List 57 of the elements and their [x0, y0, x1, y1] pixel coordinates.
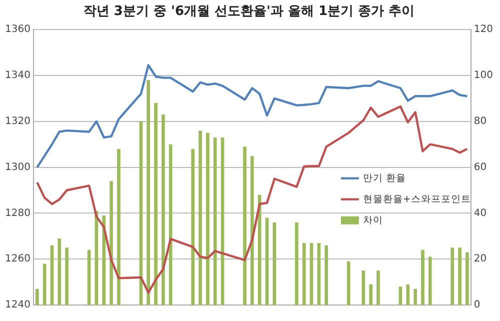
- y2-tick-label: 0: [474, 300, 480, 311]
- bar: [35, 288, 39, 305]
- bar: [272, 222, 276, 305]
- bar: [58, 238, 62, 305]
- bar: [310, 243, 314, 305]
- bar: [295, 222, 298, 305]
- bar: [414, 288, 417, 305]
- bar: [450, 248, 454, 305]
- bar: [398, 286, 402, 305]
- y-tick-label: 1340: [4, 70, 30, 82]
- bar: [206, 132, 210, 305]
- chart-title: 작년 3분기 중 '6개월 선도환율'과 올해 1분기 종가 추이: [83, 4, 415, 20]
- bar: [317, 243, 321, 305]
- y2-tick-label: 80: [474, 116, 487, 127]
- bar: [50, 245, 54, 305]
- bar: [250, 156, 254, 305]
- legend-label: 차이: [362, 214, 383, 226]
- bar: [466, 252, 469, 305]
- bar: [428, 256, 432, 305]
- y2-tick-label: 60: [474, 162, 487, 173]
- y2-tick-label: 120: [474, 24, 494, 36]
- bar: [154, 103, 158, 305]
- bar: [458, 248, 462, 305]
- bar: [213, 137, 217, 305]
- bar: [369, 284, 372, 305]
- bar: [168, 144, 172, 305]
- bar: [346, 261, 350, 305]
- bar: [102, 215, 106, 305]
- bar: [243, 146, 246, 305]
- bar: [117, 148, 120, 305]
- y2-tick-label: 100: [474, 70, 494, 82]
- y-tick-label: 1300: [4, 162, 30, 173]
- bar: [42, 264, 46, 305]
- bar: [162, 114, 165, 305]
- bar: [258, 194, 262, 305]
- y-tick-label: 1260: [4, 254, 30, 265]
- bar: [65, 248, 68, 305]
- y-tick-label: 1280: [4, 208, 30, 219]
- bar: [146, 80, 150, 305]
- y2-tick-label: 40: [474, 208, 487, 219]
- y-tick-label: 1360: [4, 24, 30, 36]
- legend-label: 현물환율+스와프포인트: [362, 194, 471, 205]
- bar: [324, 245, 328, 305]
- y-tick-label: 1240: [4, 300, 30, 311]
- bar: [376, 270, 380, 305]
- y2-tick-label: 20: [474, 254, 487, 265]
- bar: [198, 130, 202, 305]
- legend-label: 만기 환율: [362, 172, 406, 184]
- bar: [110, 181, 113, 305]
- bar: [265, 218, 269, 305]
- bar: [421, 250, 424, 305]
- bar: [302, 243, 306, 305]
- bar: [87, 250, 91, 305]
- bar: [362, 270, 366, 305]
- bar: [191, 148, 195, 305]
- bar: [406, 284, 410, 305]
- y-tick-label: 1320: [4, 116, 30, 127]
